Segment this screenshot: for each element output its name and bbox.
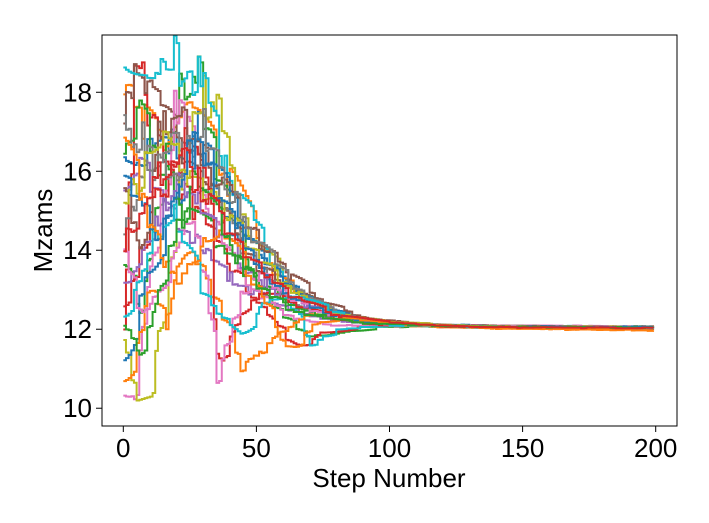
x-tick-label: 150 <box>501 433 544 463</box>
x-axis-label: Step Number <box>312 463 466 493</box>
y-tick-label: 10 <box>63 393 92 423</box>
y-tick-label: 18 <box>63 77 92 107</box>
y-tick-label: 14 <box>63 235 92 265</box>
y-tick-label: 12 <box>63 314 92 344</box>
x-tick-label: 50 <box>242 433 271 463</box>
x-tick-label: 200 <box>634 433 677 463</box>
y-axis-label: Mzams <box>28 189 58 273</box>
x-tick-label: 100 <box>368 433 411 463</box>
y-tick-label: 16 <box>63 156 92 186</box>
x-tick-label: 0 <box>116 433 130 463</box>
walker-trace-24 <box>123 147 655 330</box>
series-layer <box>123 34 655 402</box>
x-axis: 0 50 100 150 200 <box>116 426 677 463</box>
y-axis: 10 12 14 16 18 <box>63 77 102 423</box>
